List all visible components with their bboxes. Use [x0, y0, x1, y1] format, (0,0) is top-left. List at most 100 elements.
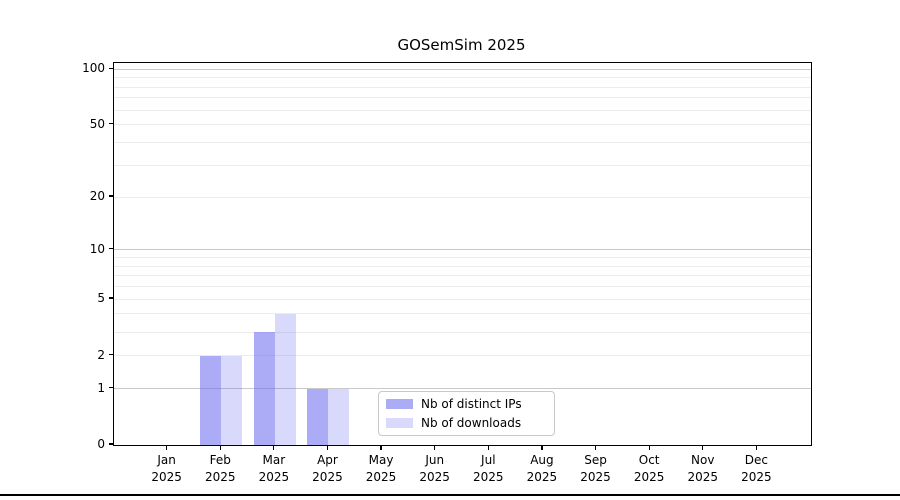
- major-gridline: [114, 249, 811, 251]
- legend: Nb of distinct IPs Nb of downloads: [378, 391, 555, 436]
- x-tick: [541, 445, 543, 450]
- x-tick: [326, 445, 329, 450]
- legend-label-distinct-ips: Nb of distinct IPs: [421, 397, 522, 411]
- bar-distinct-ips: [253, 332, 275, 445]
- x-tick-label-month: Sep: [584, 453, 607, 467]
- x-tick-label: Sep 2025: [564, 452, 628, 485]
- x-tick-label-month: Jun: [425, 453, 445, 467]
- x-tick-label: Jul 2025: [456, 452, 520, 485]
- x-tick-label-month: May: [368, 453, 394, 467]
- x-tick-label-year: 2025: [580, 469, 611, 484]
- x-tick-label-month: Jul: [481, 453, 496, 467]
- x-tick-label: Oct 2025: [617, 452, 681, 485]
- minor-gridline: [114, 355, 811, 357]
- x-tick: [166, 445, 168, 450]
- x-tick: [273, 445, 275, 450]
- x-tick-label-month: Jan: [157, 453, 176, 467]
- x-tick-label-year: 2025: [365, 469, 397, 484]
- x-tick-label-year: 2025: [204, 469, 236, 484]
- minor-gridline: [114, 124, 811, 126]
- y-tick-label: 50: [89, 116, 105, 131]
- y-tick: [108, 386, 113, 389]
- x-tick-label-month: Oct: [638, 453, 660, 467]
- x-tick: [594, 445, 597, 450]
- major-gridline: [114, 68, 811, 70]
- legend-label-downloads: Nb of downloads: [421, 416, 522, 430]
- minor-gridline: [114, 109, 811, 111]
- x-tick-label-year: 2025: [687, 469, 719, 484]
- y-tick: [108, 67, 113, 69]
- x-tick-label-year: 2025: [151, 469, 182, 484]
- x-tick: [380, 445, 382, 450]
- minor-gridline: [114, 265, 811, 267]
- x-tick-label: Jun 2025: [403, 452, 467, 485]
- bar-downloads: [328, 388, 350, 445]
- legend-swatch-distinct-ips: [386, 399, 413, 409]
- minor-gridline: [114, 298, 811, 300]
- y-tick: [108, 123, 113, 125]
- legend-swatch-downloads: [386, 418, 413, 428]
- x-tick-label-year: 2025: [473, 469, 504, 484]
- major-gridline: [114, 388, 811, 390]
- x-tick: [755, 445, 757, 450]
- x-tick-label-month: Apr: [317, 453, 338, 467]
- y-tick-label: 20: [89, 189, 105, 204]
- x-tick-label-year: 2025: [258, 469, 290, 484]
- x-tick-label: Jan 2025: [135, 452, 199, 485]
- legend-item-distinct-ips: Nb of distinct IPs: [386, 395, 554, 413]
- y-tick-label: 10: [89, 241, 105, 256]
- x-tick-label: Mar 2025: [242, 452, 306, 485]
- x-tick-label-month: Aug: [530, 453, 554, 467]
- x-tick-label-year: 2025: [526, 469, 558, 484]
- x-tick-label: Dec 2025: [724, 452, 788, 485]
- minor-gridline: [114, 286, 811, 288]
- minor-gridline: [114, 257, 811, 258]
- x-tick: [219, 445, 221, 450]
- y-tick-label: 0: [97, 437, 105, 451]
- bar-downloads: [274, 313, 296, 445]
- y-tick: [108, 443, 113, 445]
- x-tick-label-year: 2025: [633, 469, 665, 484]
- legend-item-downloads: Nb of downloads: [386, 414, 554, 432]
- minor-gridline: [114, 77, 811, 79]
- x-tick-label: Apr 2025: [295, 452, 359, 485]
- x-tick: [648, 445, 650, 450]
- minor-gridline: [114, 164, 811, 166]
- plot-area: [113, 62, 812, 446]
- y-tick-label: 1: [97, 380, 105, 395]
- minor-gridline: [114, 331, 811, 333]
- bar-distinct-ips: [200, 355, 222, 445]
- minor-gridline: [114, 97, 811, 99]
- x-tick: [487, 445, 489, 450]
- y-tick-label: 2: [97, 347, 105, 362]
- x-tick-label-year: 2025: [419, 469, 450, 484]
- x-tick-label-month: Dec: [744, 453, 768, 467]
- x-tick: [434, 445, 436, 450]
- x-tick-label-year: 2025: [312, 469, 343, 484]
- x-tick-label: Feb 2025: [188, 452, 252, 485]
- minor-gridline: [114, 86, 811, 88]
- chart-title: GOSemSim 2025: [397, 36, 526, 54]
- x-tick-label: May 2025: [349, 452, 413, 485]
- minor-gridline: [114, 313, 811, 315]
- bar-downloads: [221, 355, 243, 445]
- y-tick: [108, 297, 113, 299]
- minor-gridline: [114, 275, 811, 277]
- x-tick: [702, 445, 704, 450]
- y-tick: [108, 353, 113, 356]
- bottom-border-line: [0, 494, 900, 496]
- x-tick-label-month: Mar: [262, 453, 286, 467]
- bar-distinct-ips: [307, 388, 329, 445]
- y-tick: [108, 248, 113, 250]
- y-tick: [108, 195, 113, 197]
- x-tick-label-month: Nov: [691, 453, 715, 467]
- x-tick-label: Aug 2025: [510, 452, 574, 485]
- x-tick-label-month: Feb: [209, 453, 231, 467]
- y-tick-label: 5: [97, 291, 105, 306]
- x-tick-label: Nov 2025: [671, 452, 735, 485]
- y-tick-label: 100: [82, 61, 105, 76]
- x-tick-label-year: 2025: [741, 469, 772, 484]
- minor-gridline: [114, 142, 811, 144]
- minor-gridline: [114, 196, 811, 198]
